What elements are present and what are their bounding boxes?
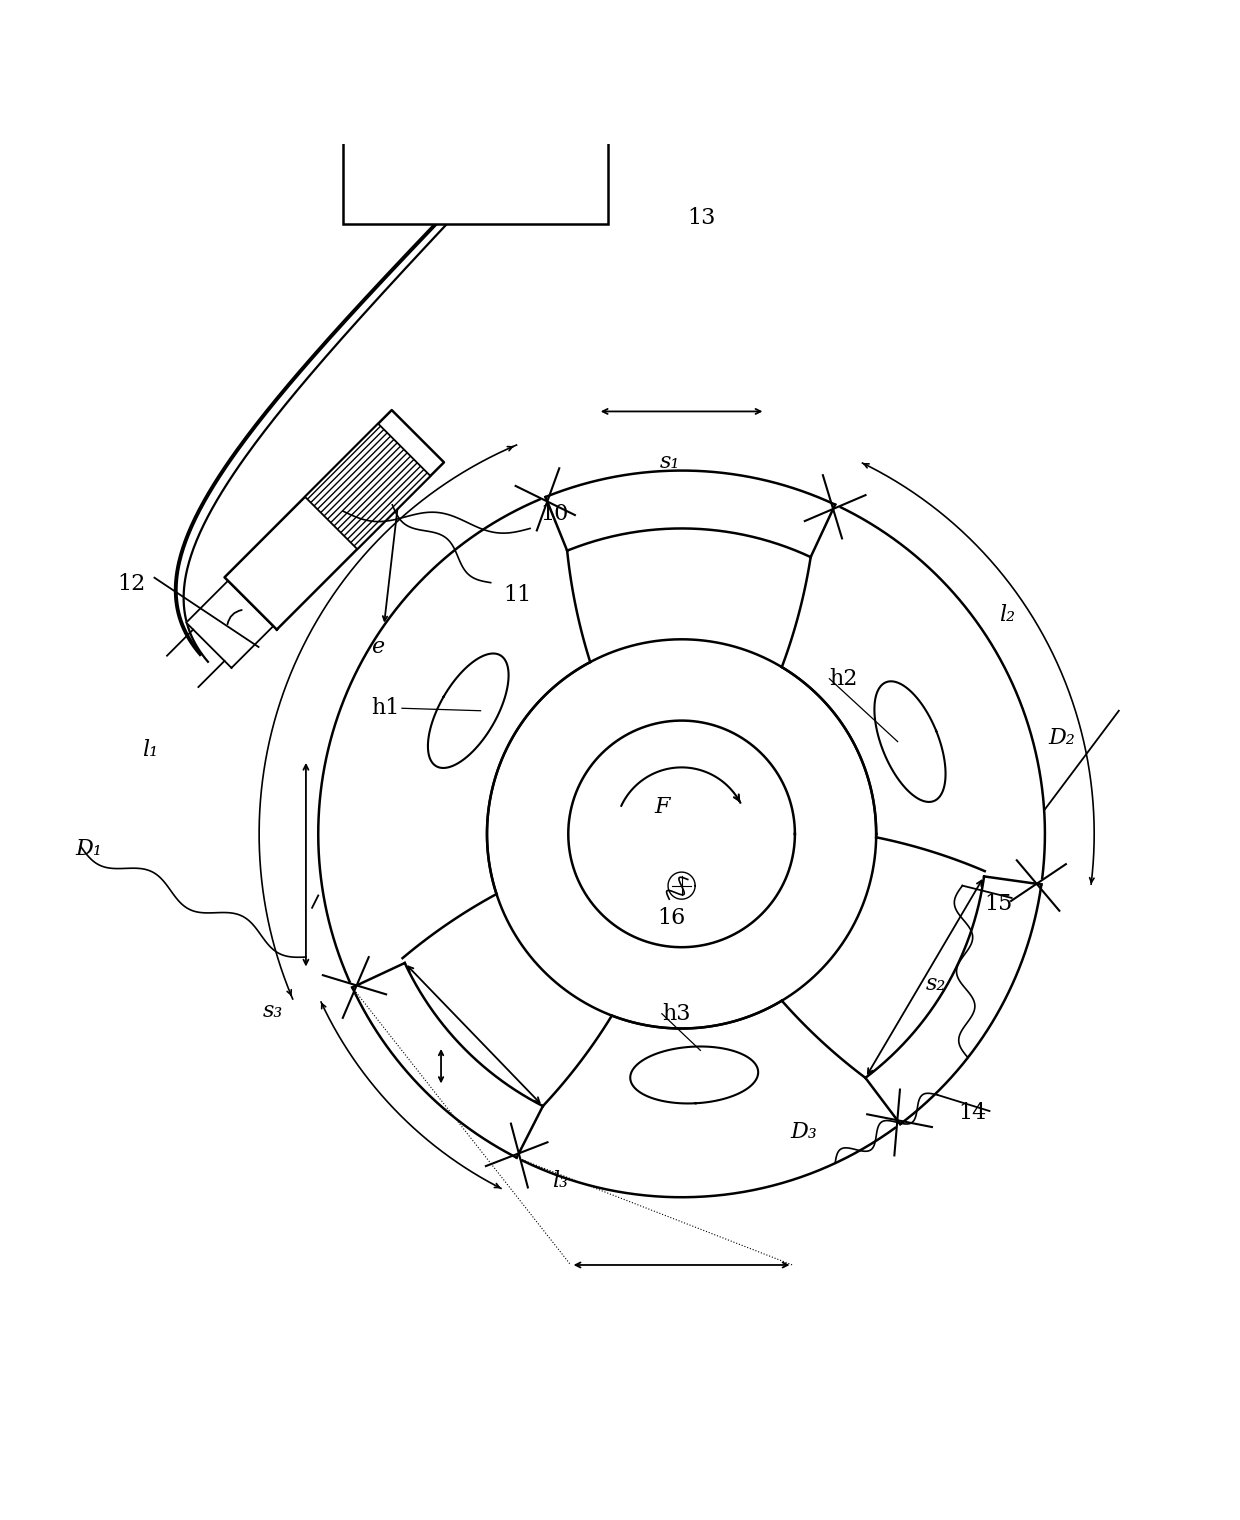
Text: 11: 11 — [503, 584, 531, 606]
Text: D₁: D₁ — [76, 838, 103, 860]
Polygon shape — [546, 471, 835, 556]
Polygon shape — [428, 654, 508, 768]
Text: l₁: l₁ — [143, 739, 159, 762]
Polygon shape — [781, 556, 987, 871]
Polygon shape — [874, 681, 946, 803]
Text: h3: h3 — [662, 1003, 691, 1024]
Polygon shape — [866, 877, 1042, 1125]
Polygon shape — [319, 471, 1045, 1198]
Polygon shape — [376, 550, 590, 958]
Text: s₃: s₃ — [263, 1000, 283, 1023]
Text: e: e — [371, 635, 384, 658]
Text: D₃: D₃ — [790, 1120, 817, 1143]
Polygon shape — [568, 720, 795, 947]
Text: l₃: l₃ — [552, 1170, 568, 1192]
Text: 14: 14 — [959, 1102, 987, 1125]
Text: h1: h1 — [371, 698, 399, 719]
Polygon shape — [352, 964, 543, 1158]
Text: F: F — [655, 796, 670, 818]
Text: 16: 16 — [657, 906, 686, 929]
Text: 13: 13 — [688, 207, 717, 230]
Text: D₂: D₂ — [1049, 727, 1075, 749]
Text: 12: 12 — [118, 573, 146, 594]
Polygon shape — [224, 410, 444, 629]
Polygon shape — [186, 581, 273, 667]
Bar — [343, 21, 608, 225]
Text: h2: h2 — [830, 667, 858, 690]
Polygon shape — [668, 872, 696, 900]
Text: s₂: s₂ — [925, 973, 946, 996]
Text: l₂: l₂ — [999, 603, 1016, 626]
Polygon shape — [305, 424, 430, 549]
Polygon shape — [543, 1000, 866, 1140]
Polygon shape — [630, 1046, 758, 1104]
Text: s₁: s₁ — [660, 451, 680, 473]
Text: 15: 15 — [985, 894, 1013, 915]
Text: 10: 10 — [539, 503, 568, 524]
